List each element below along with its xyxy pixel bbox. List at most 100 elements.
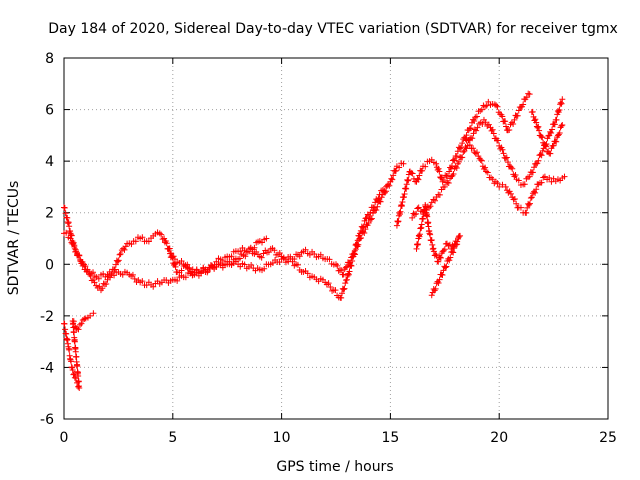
- track-middle-point: [351, 250, 358, 257]
- track-late-c-point: [474, 149, 481, 156]
- track-middle-point: [375, 195, 382, 202]
- track-late-a-point: [396, 209, 403, 216]
- track-upper-point: [236, 255, 243, 262]
- track-late-e-point: [538, 133, 545, 140]
- track-late-e-point: [536, 127, 543, 134]
- track-upper-point: [68, 232, 75, 239]
- track-middle-point: [334, 262, 341, 269]
- x-tick-label: 20: [490, 430, 508, 446]
- track-late-b-point: [553, 116, 560, 123]
- track-lower-point: [389, 176, 396, 183]
- y-tick-label: 4: [45, 154, 54, 170]
- track-late-c-point: [507, 190, 514, 197]
- track-early-negative-point: [78, 320, 85, 327]
- track-late-a-point: [409, 170, 416, 177]
- track-late-b-point: [508, 164, 515, 171]
- track-lower-point: [343, 276, 350, 283]
- track-late-c-point: [506, 188, 513, 195]
- track-late-a-point: [395, 218, 402, 225]
- track-late-c-point: [548, 178, 555, 185]
- track-lower-point: [70, 239, 77, 246]
- track-late-a-point: [453, 153, 460, 160]
- track-middle-point: [340, 271, 347, 278]
- track-lower-point: [374, 203, 381, 210]
- track-late-b-point: [453, 164, 460, 171]
- track-late-b-point: [538, 152, 545, 159]
- track-lower-point: [90, 269, 97, 276]
- track-late-b-point: [474, 124, 481, 131]
- track-late-d-point: [437, 271, 444, 278]
- track-late-b-point: [556, 107, 563, 114]
- track-late-b-point: [503, 154, 510, 161]
- track-late-d-point: [429, 241, 436, 248]
- track-early-negative-point: [90, 310, 97, 317]
- track-middle-point: [172, 263, 179, 270]
- track-late-c-point: [546, 174, 553, 181]
- track-lower-point: [276, 259, 283, 266]
- track-late-b-point: [531, 164, 538, 171]
- track-late-a-point: [401, 190, 408, 197]
- track-late-c-point: [477, 157, 484, 164]
- track-middle-point: [247, 245, 254, 252]
- track-middle-point: [291, 255, 298, 262]
- track-late-c-point: [532, 189, 539, 196]
- track-lower-point: [367, 216, 374, 223]
- track-middle-point: [366, 212, 373, 219]
- track-middle-point: [213, 258, 220, 265]
- track-late-e-point: [529, 108, 536, 115]
- track-upper-point: [145, 238, 152, 245]
- track-upper-point: [114, 258, 121, 265]
- track-late-d-point: [440, 267, 447, 274]
- track-middle-point: [342, 264, 349, 271]
- track-late-a-point: [397, 208, 404, 215]
- track-lower-point: [174, 277, 181, 284]
- track-late-b-point: [426, 204, 433, 211]
- track-late-d-point: [428, 292, 435, 299]
- track-late-d-point: [435, 258, 442, 265]
- track-late-a-point: [394, 218, 401, 225]
- track-lower-point: [365, 220, 372, 227]
- track-middle-point: [376, 191, 383, 198]
- track-early-negative-point: [72, 325, 79, 332]
- track-middle-point: [258, 254, 265, 261]
- track-late-d-point: [427, 231, 434, 238]
- track-middle-point: [353, 241, 360, 248]
- track-middle-point: [347, 259, 354, 266]
- track-lower-point: [332, 287, 339, 294]
- track-lower-point: [131, 275, 138, 282]
- track-late-a-point: [463, 132, 470, 139]
- track-late-b-point: [500, 150, 507, 157]
- track-late-c-point: [484, 169, 491, 176]
- track-late-c-point: [482, 164, 489, 171]
- data-points: [61, 90, 568, 392]
- chart-title: Day 184 of 2020, Sidereal Day-to-day VTE…: [48, 21, 618, 37]
- x-tick-label: 15: [381, 430, 399, 446]
- track-early-negative-point: [75, 383, 82, 390]
- track-upper-point: [107, 274, 114, 281]
- track-middle-point: [302, 246, 309, 253]
- track-lower-point: [340, 286, 347, 293]
- track-late-c-point: [524, 204, 531, 211]
- track-late-b-point: [554, 108, 561, 115]
- track-late-b-point: [409, 214, 416, 221]
- track-lower-point: [248, 262, 255, 269]
- track-late-e-point: [559, 122, 566, 129]
- track-upper-point: [158, 231, 165, 238]
- track-middle-point: [219, 257, 226, 264]
- track-late-b-point: [469, 135, 476, 142]
- track-late-a-point: [401, 194, 407, 201]
- track-late-b-point: [470, 130, 477, 137]
- track-lower-point: [76, 252, 83, 259]
- track-lower-point: [67, 235, 74, 242]
- track-late-a-point: [471, 117, 478, 124]
- track-early-negative-point: [61, 320, 68, 327]
- track-early-negative-point: [74, 368, 81, 375]
- track-lower-point: [261, 265, 268, 272]
- track-middle-point: [371, 204, 378, 211]
- track-upper-point: [139, 234, 146, 241]
- track-late-c-point: [526, 200, 533, 207]
- track-late-b-point: [479, 120, 486, 127]
- track-late-a-point: [473, 113, 480, 120]
- track-late-a-point: [520, 101, 527, 108]
